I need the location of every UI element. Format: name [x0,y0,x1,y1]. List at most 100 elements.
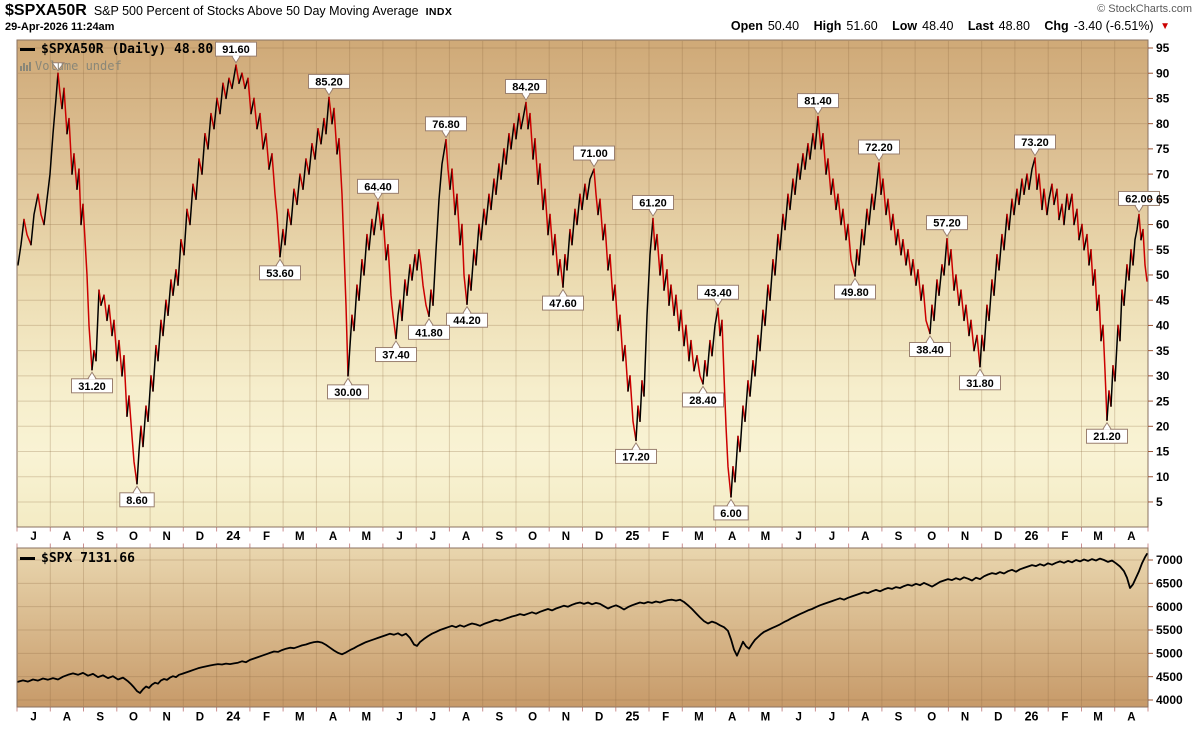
open-label: Open [730,19,763,33]
svg-text:M: M [361,531,371,543]
spx-y-axis: 7000 6500 6000 5500 5000 4500 4000 [1148,553,1183,707]
svg-text:47.60: 47.60 [549,298,577,310]
svg-text:N: N [562,712,570,724]
volume-legend-text: Volume undef [35,59,122,73]
svg-text:J: J [430,531,436,543]
svg-text:O: O [129,531,138,543]
price-callout-pointer [51,62,65,72]
svg-text:24: 24 [226,529,240,543]
svg-text:S: S [895,531,903,543]
svg-text:N: N [163,712,171,724]
volume-bars-icon [20,62,31,73]
spx-series-legend: $SPX 7131.66 [20,551,135,566]
svg-text:55: 55 [1156,243,1170,257]
svg-text:J: J [829,531,835,543]
svg-text:A: A [1127,531,1135,543]
main-legend-text: $SPXA50R (Daily) 48.80 [41,42,214,57]
spx-panel[interactable] [17,548,1148,707]
svg-text:A: A [63,712,71,724]
svg-text:A: A [728,531,736,543]
svg-text:S: S [895,712,903,724]
open-value: 50.40 [767,19,800,33]
svg-text:A: A [462,531,470,543]
title-row: $SPXA50R S&P 500 Percent of Stocks Above… [5,2,452,20]
svg-text:O: O [129,712,138,724]
svg-text:85: 85 [1156,92,1170,106]
svg-text:26: 26 [1025,710,1039,724]
svg-text:M: M [1093,712,1103,724]
svg-text:F: F [662,531,669,543]
svg-text:25: 25 [625,529,639,543]
svg-text:53.60: 53.60 [266,268,294,280]
price-callout: 57.20 [926,215,968,238]
svg-text:A: A [63,531,71,543]
price-callout: 62.00 [1118,190,1160,213]
price-callout: 37.40 [375,340,417,363]
main-y-axis: 95 90 85 80 75 70 65 60 55 50 45 40 35 30 25 20 15 10 5 [1148,41,1170,509]
svg-text:D: D [595,712,603,724]
svg-text:N: N [163,531,171,543]
chg-label: Chg [1044,19,1069,33]
svg-text:F: F [263,531,270,543]
svg-text:F: F [662,712,669,724]
svg-text:M: M [295,712,305,724]
svg-text:30.00: 30.00 [334,387,362,399]
datetime: 29-Apr-2026 11:24am [5,21,115,33]
price-callout: 49.80 [834,277,876,300]
svg-text:5: 5 [1156,495,1163,509]
page-title: S&P 500 Percent of Stocks Above 50 Day M… [93,4,419,18]
svg-text:25: 25 [625,710,639,724]
svg-text:M: M [761,712,771,724]
price-callout: 64.40 [357,178,399,201]
svg-text:D: D [196,531,204,543]
svg-text:62.00: 62.00 [1125,193,1153,205]
svg-text:J: J [396,531,402,543]
svg-text:J: J [396,712,402,724]
svg-text:61.20: 61.20 [639,197,667,209]
main-series-legend: $SPXA50R (Daily) 48.80 [20,42,213,57]
series-marker-icon [20,48,35,51]
price-callout: 71.00 [573,145,615,168]
svg-text:44.20: 44.20 [453,315,481,327]
svg-text:O: O [528,531,537,543]
svg-text:J: J [30,531,36,543]
price-callout: 38.40 [909,335,951,357]
svg-text:45: 45 [1156,293,1170,307]
svg-text:38.40: 38.40 [916,344,944,356]
high-value: 51.60 [846,19,878,33]
svg-text:60: 60 [1156,218,1170,232]
svg-text:71.00: 71.00 [580,148,608,160]
svg-text:D: D [196,712,204,724]
svg-text:D: D [994,531,1002,543]
svg-text:N: N [961,712,969,724]
svg-text:J: J [796,712,802,724]
svg-text:73.20: 73.20 [1021,137,1049,149]
price-callout: 6.00 [713,498,749,521]
svg-text:A: A [462,712,470,724]
svg-text:65: 65 [1156,193,1170,207]
svg-text:43.40: 43.40 [704,287,732,299]
svg-text:37.40: 37.40 [382,350,410,362]
main-panel[interactable] [17,40,1148,527]
svg-text:50: 50 [1156,268,1170,282]
low-value: 48.40 [922,19,954,33]
price-callout: 81.40 [797,93,839,116]
svg-text:30: 30 [1156,369,1170,383]
svg-text:5500: 5500 [1156,623,1183,637]
svg-text:S: S [96,531,104,543]
svg-text:F: F [1061,531,1068,543]
price-callout: 31.80 [959,368,1001,391]
svg-text:35: 35 [1156,344,1170,358]
svg-text:A: A [1127,712,1135,724]
svg-text:F: F [263,712,270,724]
svg-text:25: 25 [1156,394,1170,408]
svg-text:40: 40 [1156,319,1170,333]
svg-text:72.20: 72.20 [865,142,893,154]
svg-text:49.80: 49.80 [841,287,869,299]
panel-border [16,547,1149,708]
svg-text:A: A [329,712,337,724]
price-callout: 47.60 [542,288,584,311]
svg-text:F: F [1061,712,1068,724]
